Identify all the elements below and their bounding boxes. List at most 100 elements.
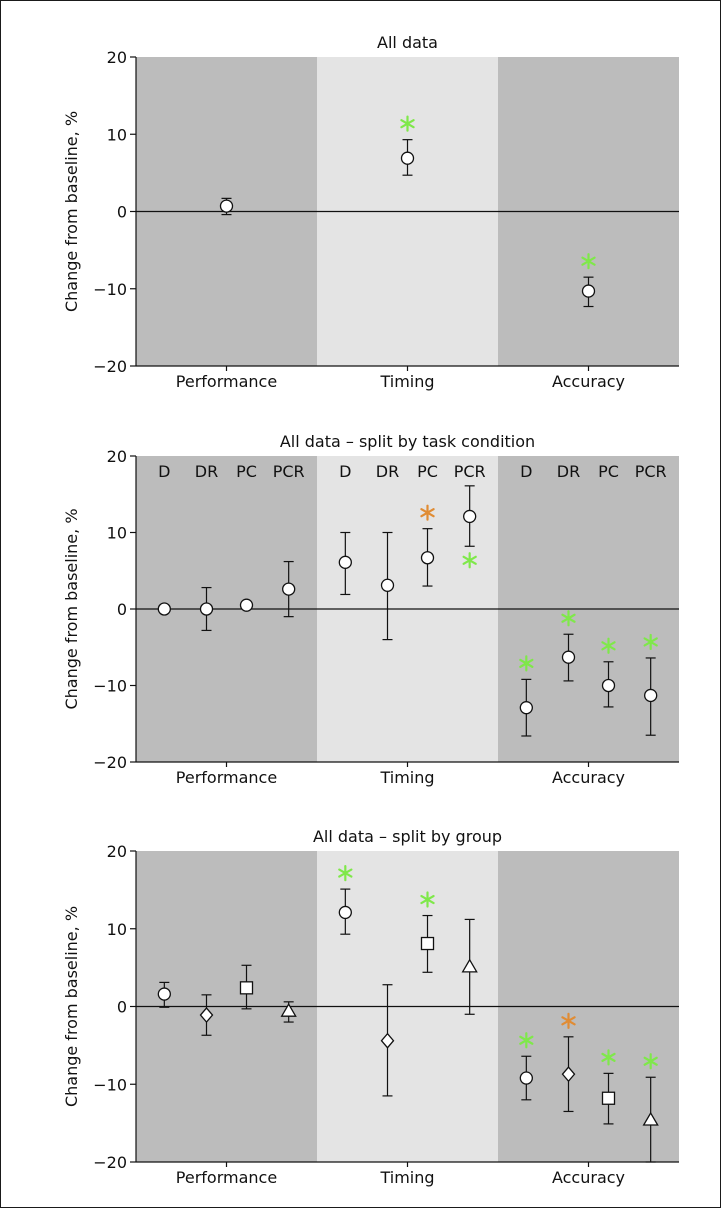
circle-marker [581,284,596,298]
y-tick-label: −10 [93,280,127,299]
data-point [280,1001,297,1023]
data-point [420,504,435,587]
chart-panel-3: 20 10 0 −10 −20 Performance Timing Accuracy All … [62,827,679,1187]
significance-star [420,504,435,521]
y-tick-label: 10 [107,524,127,543]
circle-marker [380,578,395,592]
significance-star [561,1012,576,1029]
square-marker [239,981,254,995]
significance-star [643,633,658,651]
condition-label-pc: PC [236,462,257,481]
circle-marker [199,602,214,616]
star-stroke [519,1035,534,1045]
x-tick-label: Accuracy [552,372,625,391]
data-point [561,610,576,682]
data-point [601,1049,616,1125]
data-point [581,253,596,308]
circle-marker [644,688,658,703]
significance-star [519,1032,534,1049]
triangle-marker [642,1111,659,1126]
data-point [462,485,477,569]
y-axis-label: Change from baseline, % [62,111,81,312]
chart-title: All data – split by task condition [280,432,535,451]
y-tick-label: 10 [107,125,127,144]
star-stroke [420,508,435,518]
condition-label-d: D [339,462,351,481]
y-tick-label: 20 [107,48,127,67]
data-point [157,981,171,1008]
star-stroke [601,641,616,651]
circle-marker [420,551,435,565]
triangle-marker [461,958,478,973]
data-point [519,655,534,737]
data-point [239,964,254,1010]
x-tick-label: Performance [176,768,277,787]
diamond-marker [380,1032,395,1049]
data-point [282,560,296,618]
condition-label-d: D [520,462,532,481]
circle-marker [338,555,352,569]
circle-marker [400,151,415,165]
significance-star [462,552,477,569]
x-tick-label: Timing [379,1168,434,1187]
square-marker [420,936,435,951]
chart-panel-1: 20 10 0 −10 −20 Performance Timing Accuracy All … [62,33,679,391]
data-point [380,531,395,641]
data-point [601,637,616,708]
data-point [461,918,478,1015]
y-tick-label: −20 [93,357,127,376]
y-tick-label: 0 [117,600,127,619]
circle-marker [282,582,296,596]
circle-marker [463,509,477,524]
significance-star [601,1049,616,1066]
y-tick-label: 20 [107,842,127,861]
circle-marker [219,199,234,213]
y-tick-label: −10 [93,677,127,696]
star-stroke [462,555,477,565]
star-stroke [561,613,576,623]
circle-marker [239,598,254,612]
y-tick-label: 10 [107,920,127,939]
data-point [519,1032,534,1101]
y-axis-label: Change from baseline, % [62,508,81,709]
circle-marker [561,650,576,664]
condition-label-pcr: PCR [273,462,305,481]
x-tick-label: Performance [176,372,277,391]
circle-marker [157,602,171,616]
data-point [380,984,395,1097]
circle-marker [519,1071,533,1085]
star-stroke [400,119,415,129]
x-tick-label: Performance [176,1168,277,1187]
significance-star [420,891,435,908]
x-tick-label: Timing [379,768,434,787]
condition-label-pc: PC [417,462,438,481]
significance-star [519,655,534,672]
significance-star [338,864,353,882]
y-tick-label: 0 [117,203,127,222]
y-tick-label: 20 [107,447,127,466]
significance-star [643,1053,658,1070]
star-stroke [420,894,435,905]
star-stroke [643,637,658,647]
chart-panel-2: 20 10 0 −10 −20 Performance Timing Accuracy All … [62,432,679,787]
y-axis-label: Change from baseline, % [62,906,81,1107]
condition-label-d: D [158,462,170,481]
data-point [199,994,214,1036]
square-marker [601,1091,616,1105]
significance-star [581,253,596,270]
condition-label-dr: DR [557,462,580,481]
condition-label-dr: DR [376,462,399,481]
condition-label-dr: DR [195,462,218,481]
significance-star [601,637,616,654]
data-point [239,598,254,612]
star-stroke [581,256,596,266]
diamond-marker [561,1066,576,1083]
star-stroke [601,1052,616,1062]
condition-label-pc: PC [598,462,619,481]
y-tick-label: −10 [93,1075,127,1094]
data-point [338,531,352,596]
significance-star [561,610,576,627]
significance-star [400,115,415,132]
circle-marker [338,905,352,920]
